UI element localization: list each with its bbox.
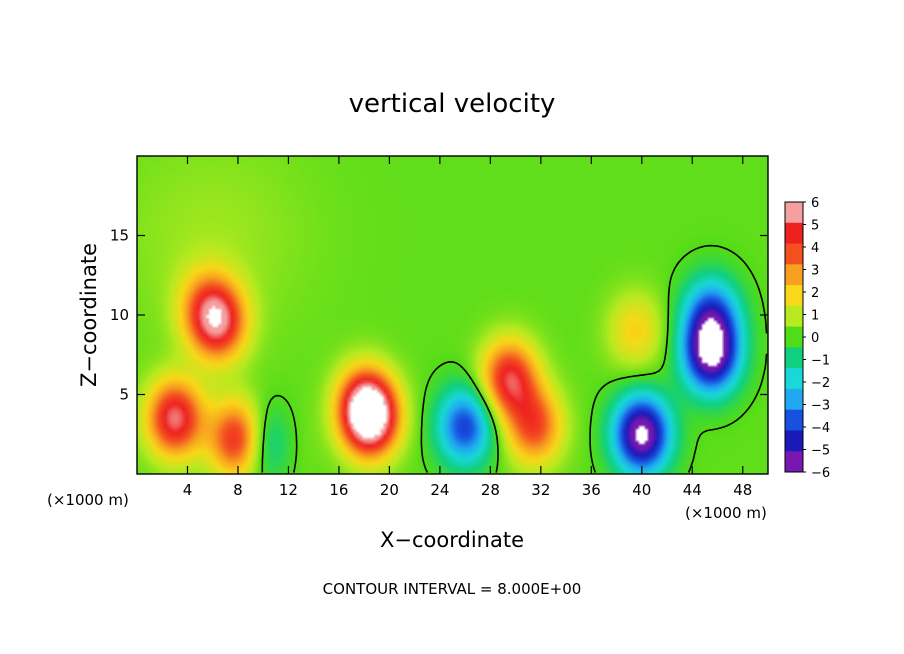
colorbar-swatch [785,409,803,431]
x-tick-label: 8 [233,481,243,499]
x-tick-label: 44 [683,481,702,499]
colorbar-swatch [785,285,803,307]
colorbar-swatch [785,222,803,245]
y-tick-label: 5 [119,386,129,404]
colorbar-tick-label: 1 [811,309,819,324]
colorbar-tick-label: −4 [811,421,830,436]
contour-interval-note: CONTOUR INTERVAL = 8.000E+00 [323,580,582,598]
colorbar-swatch [785,347,803,369]
colorbar-tick-label: 3 [811,264,819,279]
x-unit-right: (×1000 m) [685,504,767,522]
colorbar-swatch [785,368,803,390]
colorbar-swatch [785,451,803,473]
x-tick-label: 4 [183,481,193,499]
colorbar-tick-label: 2 [811,286,819,301]
x-tick-label: 24 [430,481,449,499]
y-axis-ticks: 5 10 15 [110,227,768,404]
x-tick-label: 36 [582,481,601,499]
colorbar-tick-label: 6 [811,196,819,211]
x-tick-label: 12 [279,481,298,499]
colorbar-tick-label: −6 [811,466,830,481]
colorbar-swatch [785,305,803,328]
x-tick-label: 48 [733,481,752,499]
zero-contour-lines [261,244,768,473]
colorbar-tick-label: −5 [811,444,830,459]
x-axis-ticks: 4 8 12 16 20 24 28 32 36 40 44 48 [183,156,752,499]
colorbar: 6 5 4 3 2 1 0 −1 −2 −3 −4 −5 −6 [784,196,830,481]
y-axis-label: Z−coordinate [77,243,101,387]
colorbar-swatch [785,243,803,265]
x-tick-label: 32 [531,481,550,499]
x-tick-label: 20 [380,481,399,499]
y-tick-label: 15 [110,227,129,245]
colorbar-tick-label: −1 [811,354,830,369]
colorbar-swatch [785,388,803,411]
colorbar-swatch [785,430,803,452]
colorbar-tick-label: 0 [811,331,819,346]
colorbar-swatch [785,264,803,286]
heatmap-field [137,156,768,474]
colorbar-tick-label: −3 [811,399,830,414]
x-unit-left: (×1000 m) [47,491,129,509]
colorbar-tick-label: −2 [811,376,830,391]
x-tick-label: 16 [329,481,348,499]
y-tick-label: 10 [110,306,129,324]
colorbar-tick-label: 4 [811,241,819,256]
x-axis-label: X−coordinate [380,528,524,552]
x-tick-label: 40 [632,481,651,499]
colorbar-swatch [785,202,803,224]
chart-title: vertical velocity [349,89,556,119]
x-tick-label: 28 [481,481,500,499]
colorbar-tick-label: 5 [811,219,819,234]
colorbar-swatch [785,326,803,348]
